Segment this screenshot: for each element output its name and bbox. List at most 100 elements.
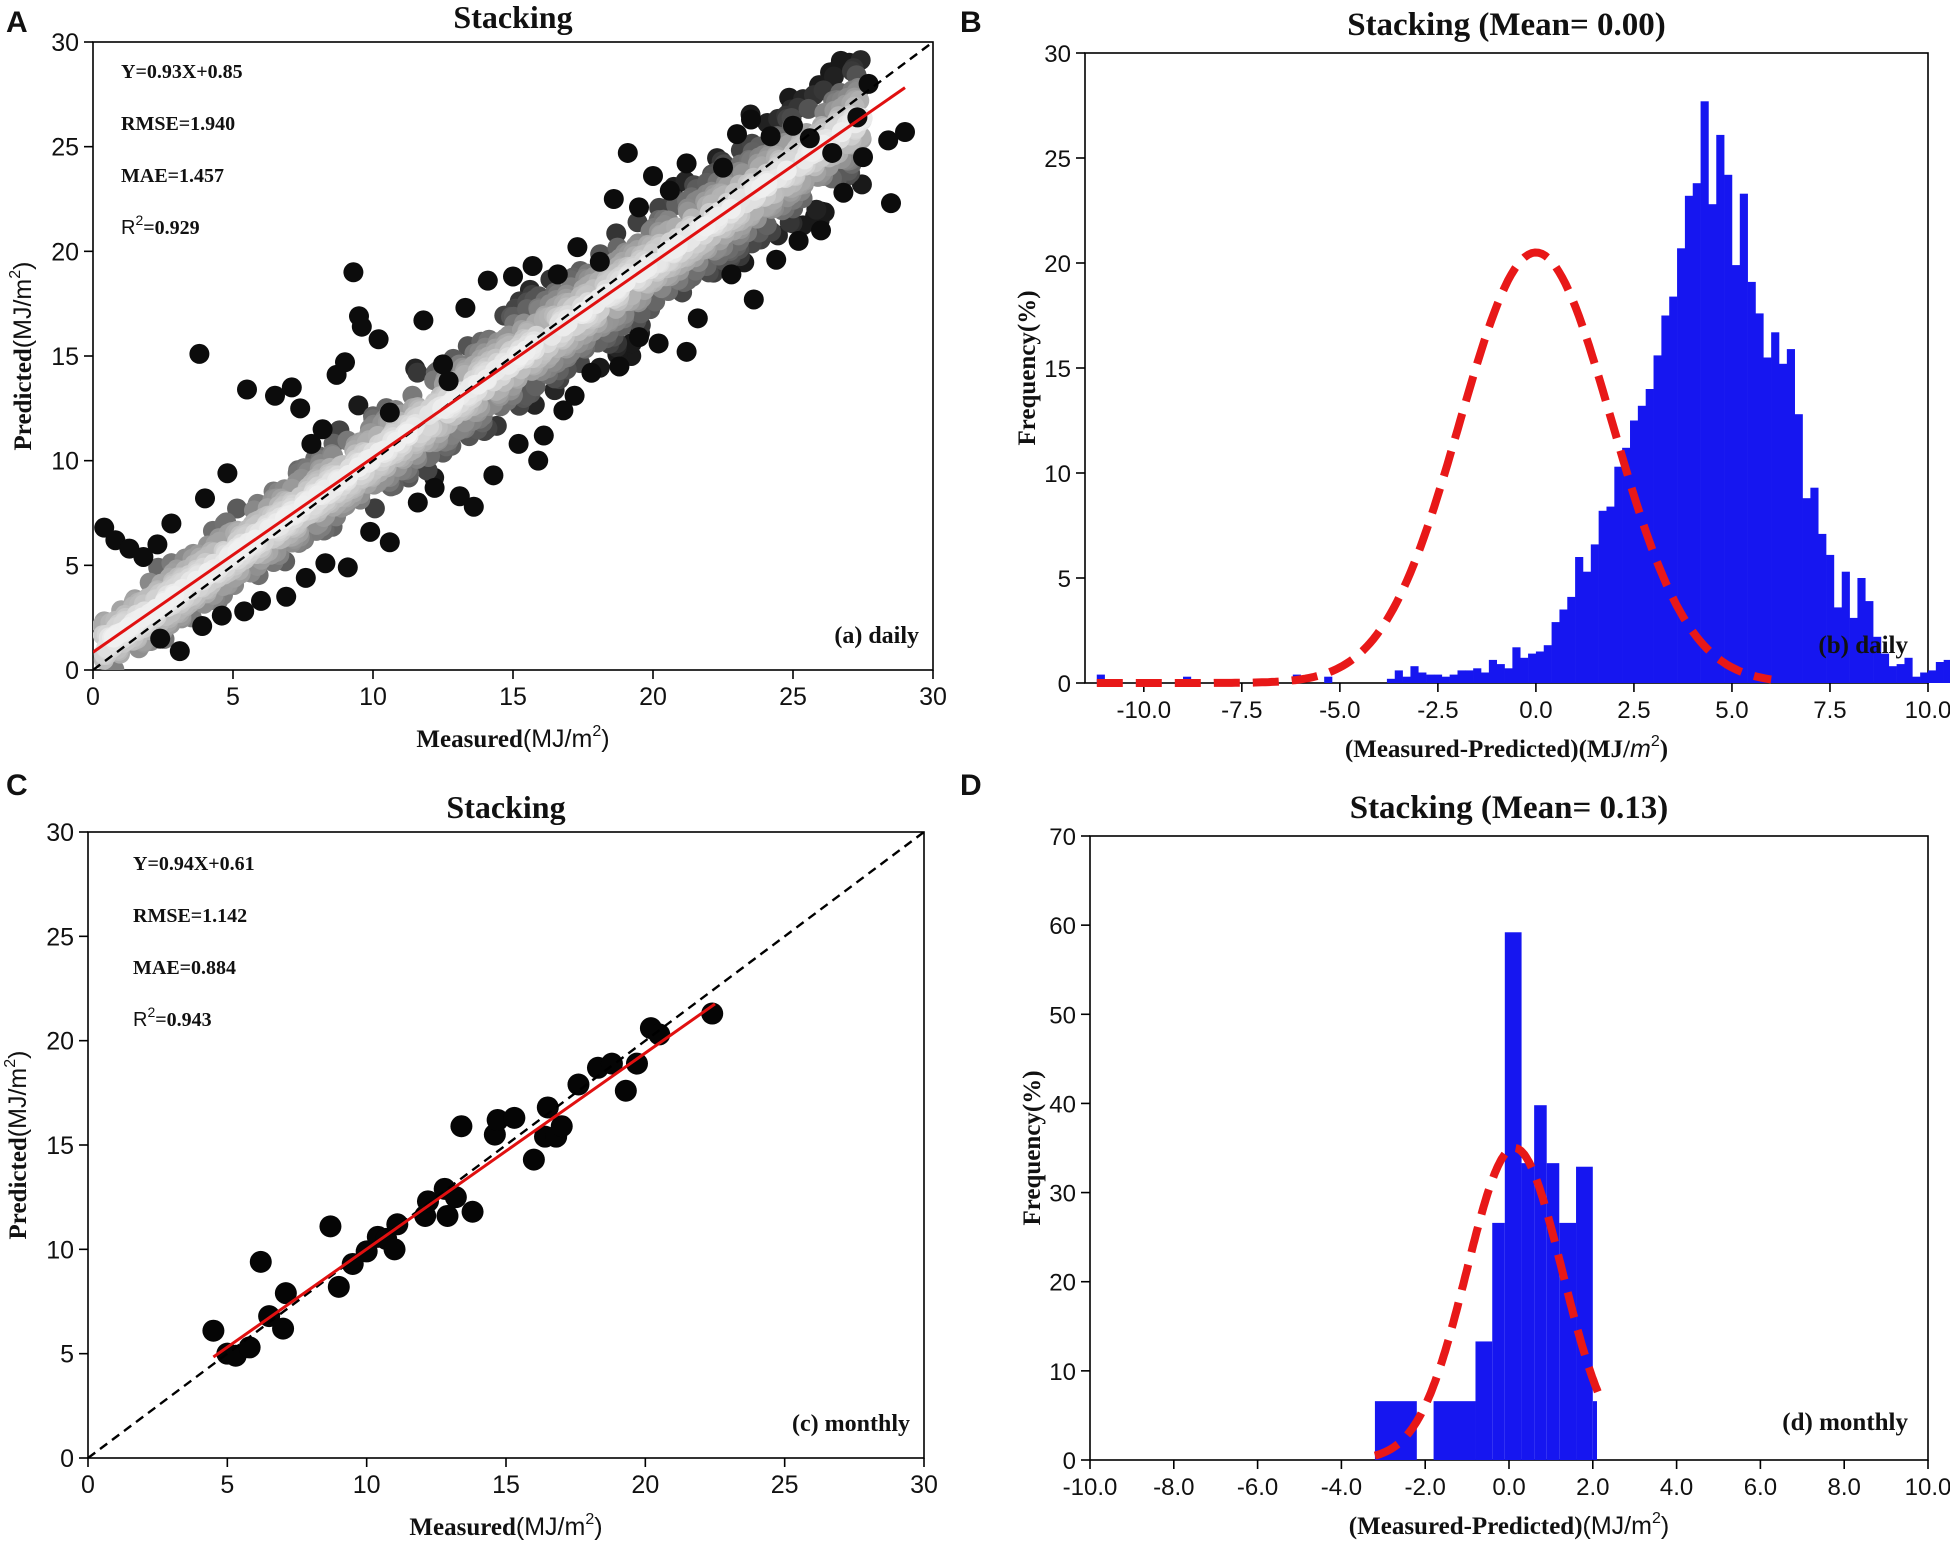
histogram-bar bbox=[1457, 670, 1466, 683]
histogram-bar bbox=[1904, 657, 1913, 683]
scatter-point bbox=[133, 546, 154, 567]
y-tick-label: 25 bbox=[1044, 146, 1071, 173]
x-tick-label: 0 bbox=[81, 1471, 95, 1499]
x-tick-label: -2.5 bbox=[1417, 697, 1458, 724]
histogram-bar bbox=[1546, 1163, 1560, 1460]
histogram-bar bbox=[1896, 664, 1905, 683]
chart-title: Stacking (Mean= 0.00) bbox=[1347, 7, 1666, 43]
histogram-bar bbox=[1528, 653, 1537, 683]
scatter-point bbox=[483, 465, 504, 486]
histogram-bar bbox=[1622, 447, 1631, 683]
histogram-bar bbox=[1418, 672, 1427, 683]
scatter-point bbox=[276, 586, 297, 607]
histogram-bar bbox=[1826, 554, 1835, 683]
scatter-point bbox=[727, 124, 747, 145]
histogram-bar bbox=[1551, 622, 1560, 683]
stat-rmse: RMSE=1.940 bbox=[121, 113, 235, 135]
x-tick-label: -7.5 bbox=[1221, 697, 1262, 724]
scatter-point bbox=[853, 147, 873, 168]
histogram-bar bbox=[1614, 466, 1623, 683]
scatter-point bbox=[450, 1115, 473, 1138]
panel-d-monthly-histogram: -10.0 -8.0 -6.0 -4.0 -2.0 0.0 2.0 4.0 6.0 8.0 10.0… bbox=[1019, 790, 1950, 1540]
scatter-point bbox=[364, 498, 385, 519]
histogram-bar bbox=[1630, 420, 1639, 683]
scatter-point bbox=[319, 1215, 342, 1238]
histogram-bar bbox=[1386, 678, 1396, 683]
plot-area bbox=[88, 832, 924, 1458]
scatter-point bbox=[416, 1190, 439, 1213]
y-tick-label: 15 bbox=[1044, 356, 1071, 383]
one-to-one-line bbox=[93, 42, 933, 670]
y-tick-label: 30 bbox=[1049, 1181, 1076, 1208]
x-tick-label: 8.0 bbox=[1828, 1474, 1861, 1501]
x-tick-label: -6.0 bbox=[1237, 1474, 1278, 1501]
fit-line bbox=[93, 86, 906, 654]
histogram-bar bbox=[1661, 315, 1670, 683]
y-tick-label: 30 bbox=[46, 819, 74, 847]
scatter-point bbox=[895, 122, 915, 143]
scatter-point bbox=[265, 385, 285, 406]
y-tick-label: 5 bbox=[1058, 566, 1071, 593]
y-tick-label: 25 bbox=[51, 134, 79, 162]
y-tick-label: 25 bbox=[46, 923, 74, 951]
scatter-point bbox=[238, 1336, 261, 1359]
histogram-bar bbox=[1504, 932, 1522, 1460]
y-axis-label: Predicted(MJ/m2) bbox=[2, 1051, 32, 1240]
scatter-point bbox=[811, 220, 831, 241]
histogram-bar bbox=[1512, 647, 1521, 683]
scatter-point bbox=[567, 1073, 590, 1096]
histogram-bar bbox=[1755, 313, 1764, 683]
histogram-bar bbox=[1779, 363, 1788, 683]
histogram-bar bbox=[1653, 355, 1662, 683]
scatter-point bbox=[721, 264, 742, 285]
scatter-point bbox=[799, 128, 820, 149]
scatter-point bbox=[743, 289, 764, 310]
x-tick-label: 10.0 bbox=[1905, 697, 1950, 724]
x-tick-label: 25 bbox=[771, 1471, 799, 1499]
histogram-bar bbox=[1747, 281, 1756, 683]
histogram-bar bbox=[1521, 1163, 1535, 1460]
x-tick-label: 2.5 bbox=[1617, 697, 1650, 724]
x-tick-label: 30 bbox=[919, 683, 947, 711]
histogram-bar bbox=[1692, 183, 1701, 683]
scatter-point bbox=[455, 297, 476, 318]
histogram-bar bbox=[1888, 666, 1897, 683]
scatter-point bbox=[383, 1238, 406, 1261]
scatter-point bbox=[315, 553, 336, 574]
panel-note: (c) monthly bbox=[792, 1411, 910, 1437]
scatter-point bbox=[823, 66, 844, 87]
scatter-point bbox=[169, 641, 190, 662]
histogram-bar bbox=[1449, 674, 1458, 683]
scatter-point bbox=[760, 126, 781, 147]
x-tick-label: 10.0 bbox=[1905, 1474, 1950, 1501]
histogram-bar bbox=[1771, 332, 1780, 683]
histogram-bar bbox=[1841, 571, 1850, 683]
histogram-bar bbox=[1488, 659, 1497, 683]
x-tick-label: -8.0 bbox=[1153, 1474, 1194, 1501]
y-tick-label: 20 bbox=[46, 1028, 74, 1056]
scatter-point bbox=[629, 327, 649, 348]
histogram-bar bbox=[1504, 668, 1513, 683]
histogram-bar bbox=[1410, 666, 1419, 683]
scatter-point bbox=[643, 165, 663, 186]
scatter-point bbox=[547, 264, 568, 285]
x-tick-label: 20 bbox=[639, 683, 667, 711]
x-tick-label: 0 bbox=[86, 683, 100, 711]
stat-rmse: RMSE=1.142 bbox=[133, 905, 247, 927]
stat-mae: MAE=0.884 bbox=[133, 957, 236, 979]
scatter-point bbox=[550, 1115, 573, 1138]
scatter-point bbox=[379, 402, 400, 423]
histogram-bar bbox=[1598, 510, 1607, 683]
histogram-bar bbox=[1724, 174, 1733, 684]
scatter-point bbox=[614, 1079, 637, 1102]
scatter-point bbox=[581, 362, 602, 383]
histogram-bar bbox=[1520, 657, 1529, 683]
histogram-bar bbox=[1669, 296, 1678, 683]
stat-r2: R2=0.943 bbox=[133, 1004, 212, 1031]
panel-letter-a: A bbox=[6, 6, 28, 39]
histogram-bar bbox=[1592, 1401, 1597, 1460]
scatter-point bbox=[327, 1275, 350, 1298]
y-tick-label: 0 bbox=[1058, 671, 1071, 698]
histogram-bar bbox=[1324, 676, 1333, 683]
scatter-point bbox=[486, 1108, 509, 1131]
